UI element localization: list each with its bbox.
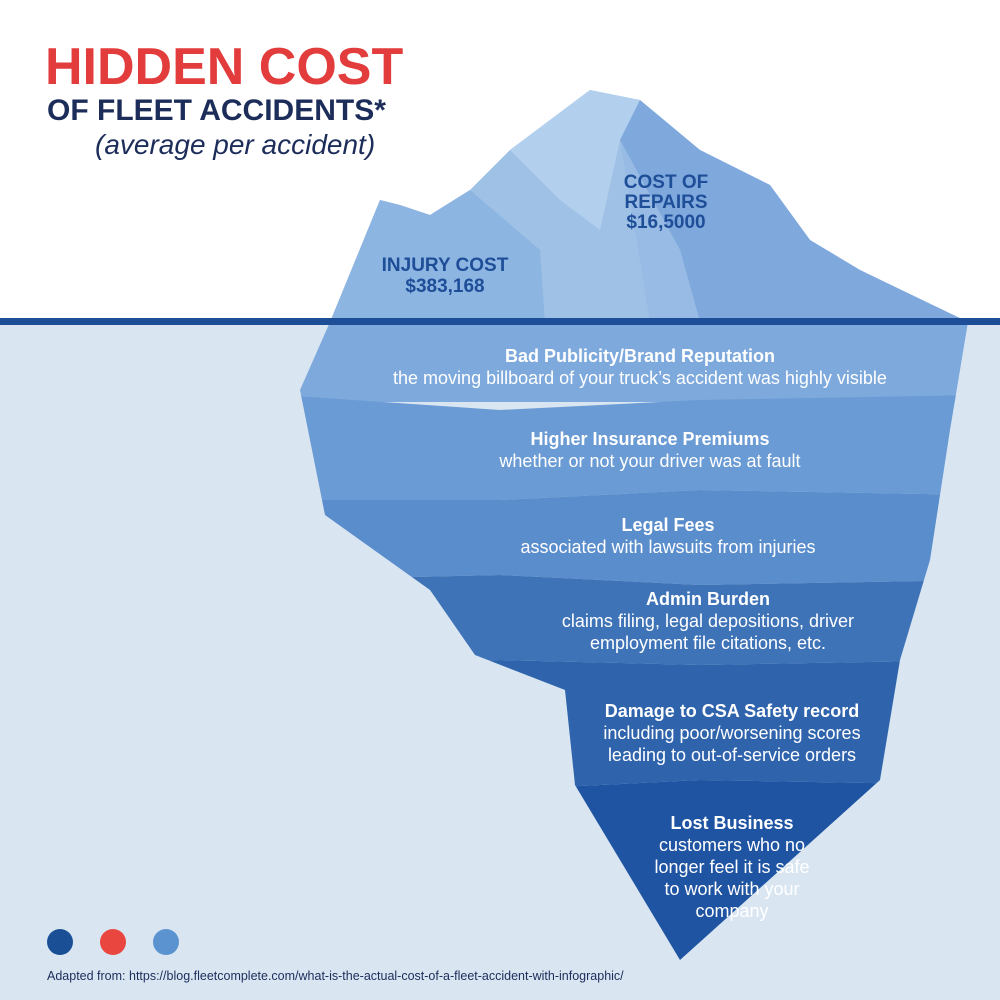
- layer-text: including poor/worsening scores: [603, 723, 860, 743]
- repairs-label: REPAIRS: [624, 192, 707, 213]
- subtitle: OF FLEET ACCIDENTS*: [47, 94, 386, 127]
- title: HIDDEN COST: [45, 38, 403, 96]
- layer-text: whether or not your driver was at fault: [498, 451, 800, 471]
- layer-text: employment file citations, etc.: [590, 633, 826, 653]
- note: (average per accident): [95, 129, 375, 160]
- dot: [47, 929, 73, 955]
- layer-title: Admin Burden: [646, 589, 770, 609]
- dot: [153, 929, 179, 955]
- dot: [100, 929, 126, 955]
- layer-title: Legal Fees: [621, 515, 714, 535]
- layer-title: Higher Insurance Premiums: [530, 429, 769, 449]
- layer-text: the moving billboard of your truck’s acc…: [393, 368, 887, 388]
- repairs-label: COST OF: [624, 172, 708, 193]
- repairs-value: $16,5000: [626, 212, 705, 233]
- layer-text: leading to out-of-service orders: [608, 745, 856, 765]
- injury-label: INJURY COST: [382, 255, 509, 276]
- layer-title: Lost Business: [670, 813, 793, 833]
- layer-text: associated with lawsuits from injuries: [520, 537, 815, 557]
- layer-title: Bad Publicity/Brand Reputation: [505, 346, 775, 366]
- water-line: [0, 318, 1000, 325]
- source: Adapted from: https://blog.fleetcomplete…: [47, 969, 624, 983]
- layer-title: Damage to CSA Safety record: [605, 701, 859, 721]
- layer-text: longer feel it is safe: [654, 857, 809, 877]
- layer-text: claims filing, legal depositions, driver: [562, 611, 854, 631]
- injury-value: $383,168: [405, 276, 484, 297]
- layer-text: company: [695, 901, 768, 921]
- layer-text: customers who no: [659, 835, 805, 855]
- layer-text: to work with your: [664, 879, 799, 899]
- iceberg-top: [330, 90, 968, 322]
